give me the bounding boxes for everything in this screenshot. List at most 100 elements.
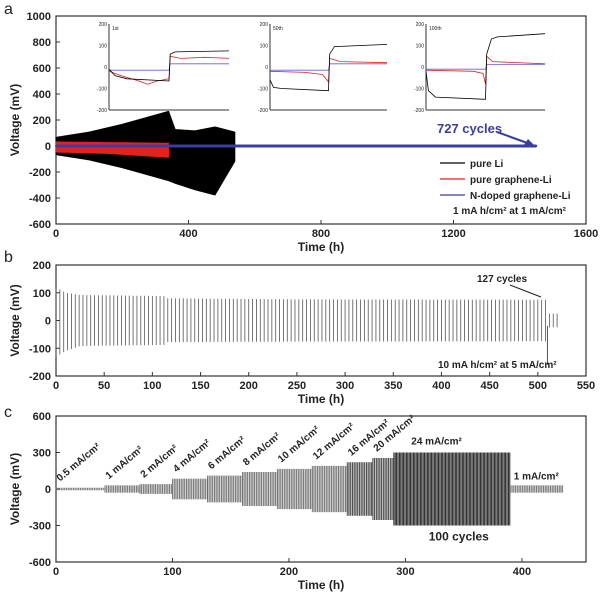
segment-envelope [372, 457, 394, 521]
y-tick-label: 200 [33, 260, 51, 272]
segment-voltage [509, 485, 564, 493]
y-tick-label: 600 [33, 63, 51, 75]
x-tick-label: 400 [513, 566, 531, 578]
y-axis-label: Voltage (mV) [8, 453, 22, 525]
inset-background [109, 24, 229, 110]
panel-letter: a [4, 1, 13, 18]
y-tick-label: -100 [29, 343, 51, 355]
y-tick-label: 0 [45, 316, 51, 328]
segment-label: 24 mA/cm² [411, 437, 462, 448]
inset-tick-label: 0 [421, 65, 424, 71]
segment-envelope [510, 485, 563, 493]
x-tick-label: 0 [53, 380, 59, 392]
y-tick-label: 600 [33, 411, 51, 423]
inset-curve [269, 44, 388, 92]
x-tick-label: 550 [577, 380, 595, 392]
y-tick-label: 400 [33, 89, 51, 101]
x-tick-label: 150 [191, 380, 209, 392]
inset-tick-label: -200 [414, 108, 424, 114]
x-tick-label: 500 [529, 380, 547, 392]
inset-tick-label: -100 [97, 87, 107, 93]
inset-tick-label: -200 [258, 108, 268, 114]
segment-envelope [139, 484, 173, 494]
y-tick-label: 0 [45, 484, 51, 496]
annotation-727-cycles: 727 cycles [437, 121, 502, 136]
segment-envelope [207, 475, 243, 503]
x-tick-label: 1200 [441, 228, 465, 240]
x-tick-label: 0 [53, 228, 59, 240]
y-tick-label: 0 [45, 141, 51, 153]
segment-envelope [242, 471, 278, 507]
inset-curve [425, 33, 546, 100]
y-tick-label: -600 [29, 219, 51, 231]
annotation-100-cycles: 100 cycles [429, 530, 489, 544]
segment-envelope [347, 462, 373, 516]
inset-curve [108, 50, 230, 82]
x-tick-label: 200 [240, 380, 258, 392]
inset-tick-label: 200 [260, 22, 269, 28]
x-axis-label: Time (h) [298, 240, 344, 254]
segment-label: 0.5 mA/cm² [55, 441, 103, 484]
inset-label: 50th [273, 26, 283, 32]
y-tick-label: -400 [29, 193, 51, 205]
inset-label: 1st [112, 26, 119, 32]
x-tick-label: 250 [288, 380, 306, 392]
x-tick-label: 400 [179, 228, 197, 240]
y-tick-label: -300 [29, 521, 51, 533]
segment-label: 1 mA/cm² [514, 471, 560, 482]
annotation-127-cycles: 127 cycles [477, 274, 527, 285]
segment-envelope [56, 487, 105, 491]
segment-voltage [172, 478, 208, 500]
x-tick-label: 350 [384, 380, 402, 392]
legend-label: pure graphene-Li [470, 175, 552, 186]
segment-voltage [393, 452, 511, 526]
arrow-line [496, 131, 531, 145]
legend-label: pure Li [470, 159, 504, 170]
arrow-head [524, 139, 535, 146]
x-axis-label: Time (h) [298, 392, 344, 406]
segment-label: 8 mA/cm² [241, 430, 283, 468]
y-tick-label: -600 [29, 557, 51, 569]
x-tick-label: 100 [143, 380, 161, 392]
series-voltage [55, 287, 558, 357]
segment-label: 1 mA/cm² [104, 444, 146, 482]
segment-envelope [277, 468, 313, 510]
y-tick-label: -200 [29, 167, 51, 179]
segment-voltage [311, 465, 348, 513]
inset-background [270, 24, 387, 110]
inset-tick-label: 100 [416, 44, 425, 50]
segment-voltage [241, 472, 278, 506]
inset-tick-label: 200 [416, 22, 425, 28]
x-tick-label: 200 [280, 566, 298, 578]
panel-letter: c [4, 404, 12, 421]
inset-tick-label: 200 [99, 22, 108, 28]
x-axis-label: Time (h) [298, 578, 344, 592]
inset-curve [108, 55, 230, 85]
arrow-line [509, 284, 542, 298]
x-tick-label: 450 [480, 380, 498, 392]
segment-label: 2 mA/cm² [139, 443, 181, 481]
segment-voltage [372, 458, 395, 520]
segment-envelope [312, 465, 348, 513]
y-tick-label: 100 [33, 288, 51, 300]
inset-tick-label: 0 [104, 65, 107, 71]
segment-envelope [104, 485, 140, 493]
x-tick-label: 0 [53, 566, 59, 578]
annotation-condition: 10 mA h/cm² at 5 mA/cm² [438, 360, 557, 371]
segment-voltage [346, 462, 373, 516]
annotation-condition: 1 mA h/cm² at 1 mA/cm² [453, 206, 567, 217]
inset-tick-label: 100 [99, 44, 108, 50]
x-tick-label: 300 [336, 380, 354, 392]
segment-voltage [55, 487, 106, 491]
x-tick-label: 400 [432, 380, 450, 392]
segment-envelope [172, 478, 208, 500]
inset-tick-label: -100 [258, 87, 268, 93]
y-tick-label: -200 [29, 371, 51, 383]
x-tick-label: 50 [98, 380, 110, 392]
inset-tick-label: -200 [97, 108, 107, 114]
inset-curve [425, 55, 546, 85]
segment-voltage [276, 468, 313, 510]
legend-label: N-doped graphene-Li [470, 191, 571, 202]
